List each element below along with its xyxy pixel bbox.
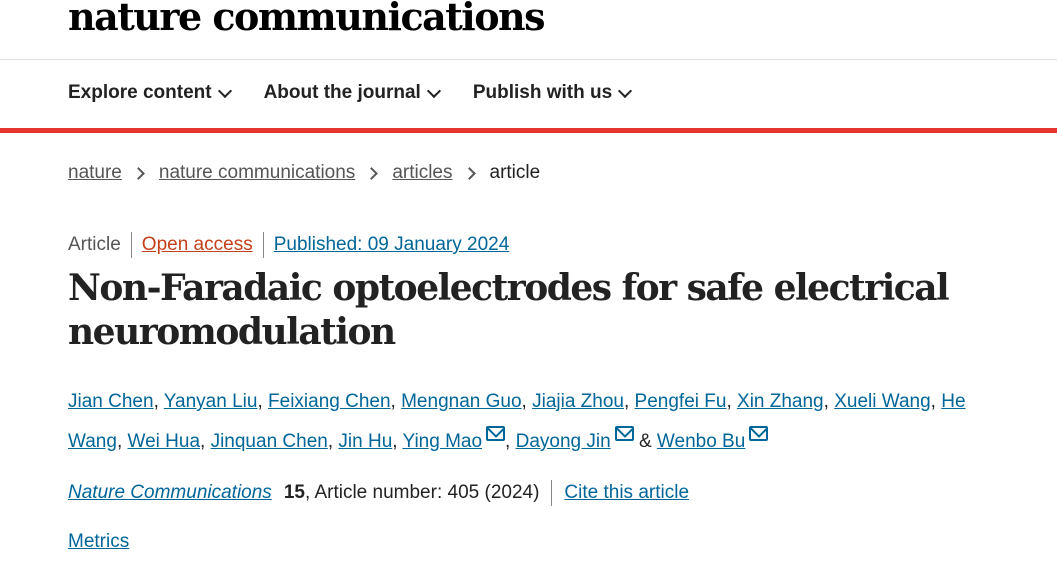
metrics-link[interactable]: Metrics [68,531,130,552]
author-link[interactable]: Jian Chen [68,391,154,412]
nav-label: Explore content [68,82,212,103]
breadcrumb-current: article [489,162,541,183]
chevron-down-icon [217,83,232,98]
author-link[interactable]: Jiajia Zhou [532,391,624,412]
accent-bar [0,128,1057,133]
breadcrumb-nature[interactable]: nature [68,162,122,183]
mail-icon[interactable] [749,426,769,441]
chevron-right-icon [462,166,476,180]
author-link[interactable]: Wenbo Bu [656,431,746,452]
and-separator: & [638,431,652,452]
nav-label: Publish with us [472,82,613,103]
author-link[interactable]: He Wang [68,391,966,452]
article-title: Non-Faradaic optoelectrodes for safe ele… [68,267,950,353]
divider [262,232,264,258]
author-link[interactable]: Xueli Wang [834,391,931,412]
chevron-down-icon [618,83,633,98]
author-link[interactable]: Jinquan Chen [210,431,328,452]
article-type: Article [68,234,121,255]
nav-publish-with-us[interactable]: Publish with us [472,82,633,104]
mail-icon[interactable] [614,426,634,441]
divider [130,232,132,258]
article-number: , Article number: 405 (2024) [304,482,540,503]
mail-icon[interactable] [486,426,506,441]
divider [0,59,1057,60]
author-link[interactable]: Feixiang Chen [268,391,391,412]
chevron-right-icon [365,166,379,180]
chevron-right-icon [132,166,145,180]
author-link[interactable]: Dayong Jin [515,431,611,452]
author-link[interactable]: Ying Mao [402,431,483,452]
published-date-link[interactable]: Published: 09 January 2024 [273,234,510,255]
breadcrumb-articles[interactable]: articles [392,162,453,183]
cite-this-article-link[interactable]: Cite this article [564,482,690,503]
author-link[interactable]: Pengfei Fu [634,391,727,412]
nav-explore-content[interactable]: Explore content [68,82,232,104]
breadcrumb: nature nature communications articles ar… [68,162,540,184]
author-link[interactable]: Yanyan Liu [163,391,258,412]
author-link[interactable]: Xin Zhang [737,391,824,412]
divider [551,480,553,506]
journal-link[interactable]: Nature Communications [68,482,272,503]
open-access-link[interactable]: Open access [141,234,253,255]
main-nav: Explore content About the journal Publis… [68,82,633,104]
author-list: Jian Chen, Yanyan Liu, Feixiang Chen, Me… [68,391,966,452]
journal-logo[interactable]: nature communications [68,0,546,39]
nav-about-journal[interactable]: About the journal [263,82,441,104]
article-meta: Article Open access Published: 09 Januar… [68,232,509,258]
breadcrumb-nature-communications[interactable]: nature communications [158,162,356,183]
nav-label: About the journal [263,82,421,103]
author-link[interactable]: Wei Hua [127,431,201,452]
volume: 15 [283,482,305,503]
citation: Nature Communications 15, Article number… [68,480,689,506]
author-link[interactable]: Mengnan Guo [401,391,522,412]
author-link[interactable]: Jin Hu [338,431,393,452]
chevron-down-icon [426,83,441,98]
